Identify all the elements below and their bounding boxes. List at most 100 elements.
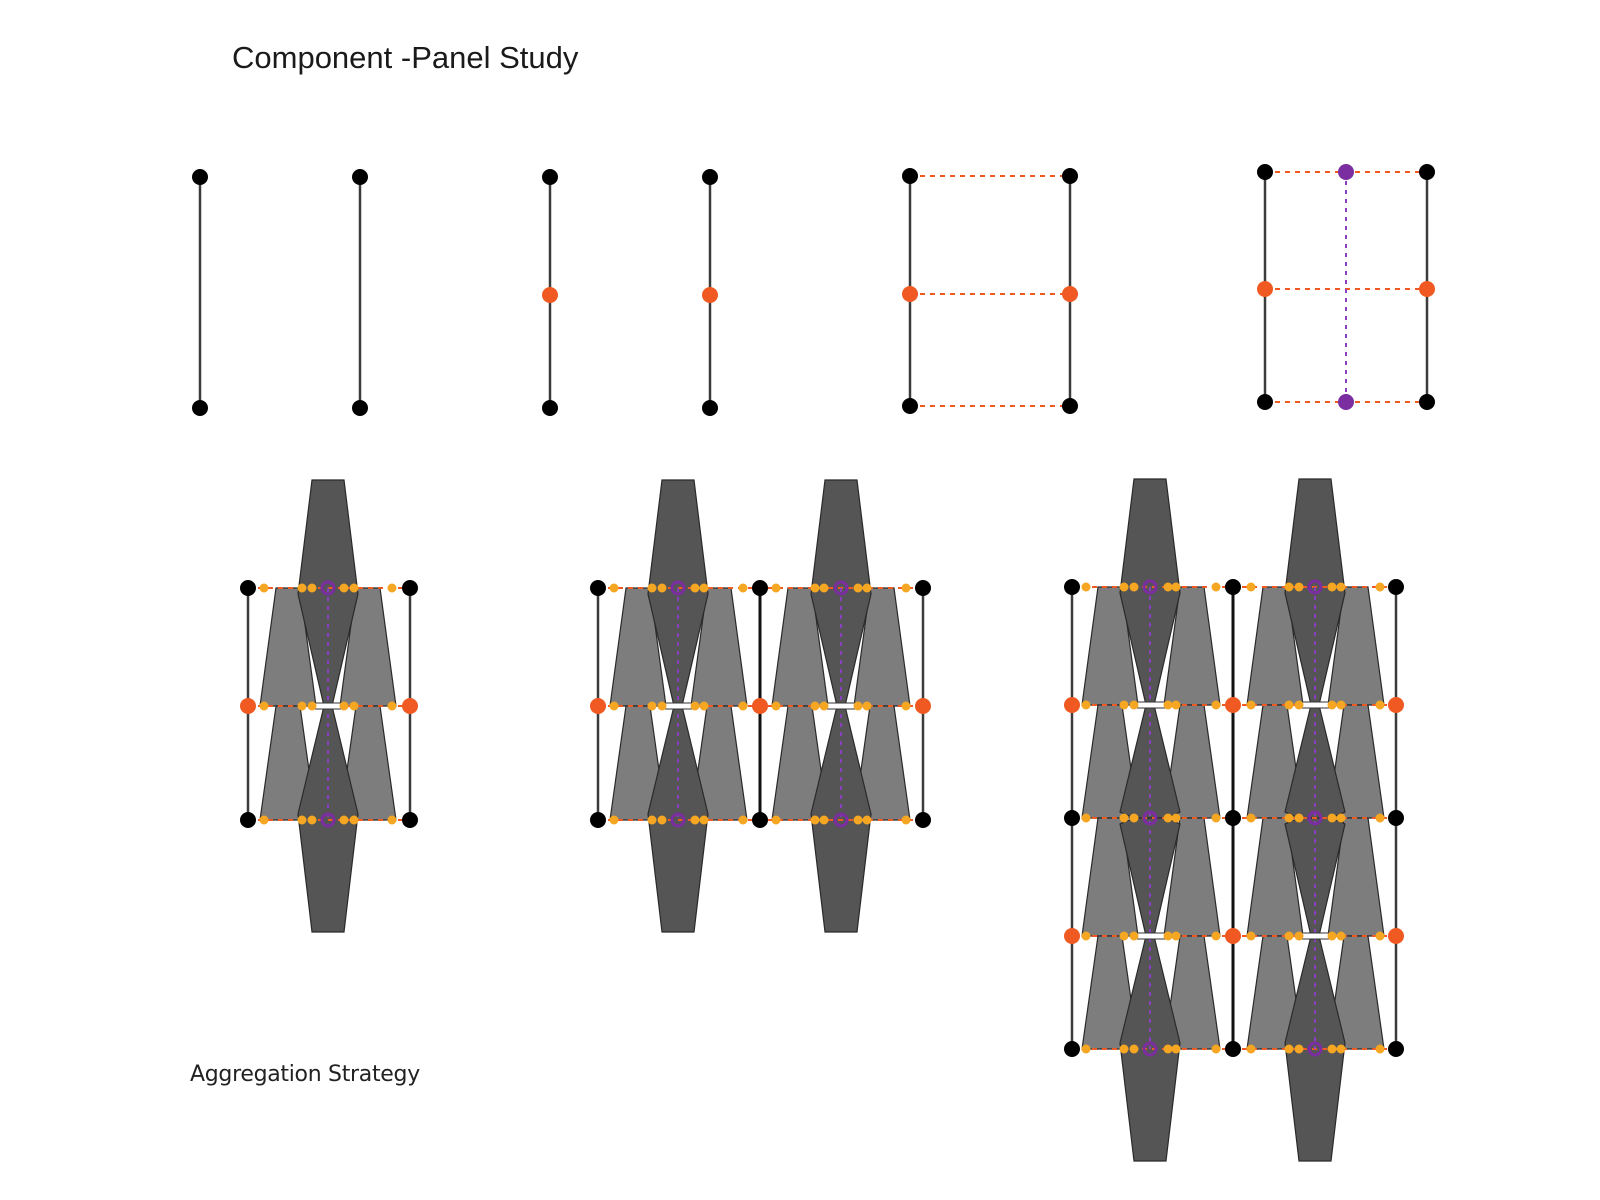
connector-icon bbox=[901, 583, 911, 593]
connector-icon bbox=[1327, 931, 1337, 941]
purple-node-icon bbox=[1338, 394, 1354, 410]
connector-icon bbox=[349, 815, 359, 825]
connector-icon bbox=[1119, 700, 1129, 710]
connector-icon bbox=[1129, 582, 1139, 592]
connector-icon bbox=[1211, 931, 1221, 941]
connector-icon bbox=[1246, 931, 1256, 941]
connector-icon bbox=[1171, 582, 1181, 592]
connector-icon bbox=[1246, 1044, 1256, 1054]
connector-icon bbox=[657, 583, 667, 593]
panel-joint bbox=[1298, 932, 1332, 940]
black-node-icon bbox=[702, 400, 718, 416]
connector-icon bbox=[609, 583, 619, 593]
black-node-icon bbox=[240, 812, 256, 828]
dark-column bbox=[1284, 478, 1346, 1162]
connector-icon bbox=[1246, 813, 1256, 823]
connector-icon bbox=[1327, 813, 1337, 823]
connector-icon bbox=[1336, 582, 1346, 592]
connector-icon bbox=[297, 701, 307, 711]
connector-icon bbox=[259, 583, 269, 593]
connector-icon bbox=[1163, 1044, 1173, 1054]
step-3-frame bbox=[902, 168, 1078, 414]
connector-icon bbox=[647, 583, 657, 593]
connector-icon bbox=[1119, 582, 1129, 592]
connector-icon bbox=[1163, 582, 1173, 592]
orange-node-icon bbox=[902, 286, 918, 302]
connector-icon bbox=[819, 701, 829, 711]
connector-icon bbox=[609, 701, 619, 711]
black-node-icon bbox=[752, 812, 768, 828]
black-node-icon bbox=[542, 169, 558, 185]
orange-node-icon bbox=[1388, 928, 1404, 944]
orange-node-icon bbox=[1257, 281, 1273, 297]
black-node-icon bbox=[1419, 164, 1435, 180]
assembly-2 bbox=[590, 479, 931, 933]
connector-icon bbox=[1129, 931, 1139, 941]
black-node-icon bbox=[1257, 394, 1273, 410]
orange-node-icon bbox=[1064, 928, 1080, 944]
connector-icon bbox=[1119, 813, 1129, 823]
black-node-icon bbox=[902, 168, 918, 184]
connector-icon bbox=[810, 815, 820, 825]
connector-icon bbox=[609, 815, 619, 825]
orange-node-icon bbox=[1062, 286, 1078, 302]
connector-icon bbox=[647, 815, 657, 825]
black-node-icon bbox=[1062, 168, 1078, 184]
connector-icon bbox=[387, 815, 397, 825]
purple-node-icon bbox=[833, 812, 849, 828]
black-node-icon bbox=[402, 580, 418, 596]
purple-node-icon bbox=[1338, 164, 1354, 180]
connector-icon bbox=[810, 701, 820, 711]
black-node-icon bbox=[1419, 394, 1435, 410]
panel-joint bbox=[824, 702, 858, 710]
step-2-struts-midpoints bbox=[542, 169, 718, 416]
connector-icon bbox=[853, 583, 863, 593]
black-node-icon bbox=[1388, 810, 1404, 826]
purple-node-icon bbox=[320, 580, 336, 596]
black-node-icon bbox=[402, 812, 418, 828]
black-node-icon bbox=[1257, 164, 1273, 180]
orange-node-icon bbox=[1419, 281, 1435, 297]
connector-icon bbox=[1211, 1044, 1221, 1054]
panel-joint bbox=[661, 702, 695, 710]
connector-icon bbox=[349, 583, 359, 593]
black-node-icon bbox=[352, 169, 368, 185]
connector-icon bbox=[1294, 1044, 1304, 1054]
black-node-icon bbox=[590, 580, 606, 596]
connector-icon bbox=[1081, 582, 1091, 592]
connector-icon bbox=[1284, 813, 1294, 823]
connector-icon bbox=[297, 583, 307, 593]
connector-icon bbox=[853, 701, 863, 711]
black-node-icon bbox=[1064, 1041, 1080, 1057]
connector-icon bbox=[1129, 1044, 1139, 1054]
connector-icon bbox=[1211, 813, 1221, 823]
connector-icon bbox=[1081, 1044, 1091, 1054]
connector-icon bbox=[1284, 700, 1294, 710]
purple-node-icon bbox=[1307, 579, 1323, 595]
connector-icon bbox=[853, 815, 863, 825]
black-node-icon bbox=[542, 400, 558, 416]
connector-icon bbox=[387, 583, 397, 593]
connector-icon bbox=[297, 815, 307, 825]
connector-icon bbox=[1171, 931, 1181, 941]
black-node-icon bbox=[240, 580, 256, 596]
connector-icon bbox=[862, 701, 872, 711]
purple-node-icon bbox=[320, 812, 336, 828]
connector-icon bbox=[339, 583, 349, 593]
orange-node-icon bbox=[1388, 697, 1404, 713]
connector-icon bbox=[1081, 813, 1091, 823]
connector-icon bbox=[1294, 582, 1304, 592]
black-node-icon bbox=[902, 398, 918, 414]
black-node-icon bbox=[1388, 1041, 1404, 1057]
orange-node-icon bbox=[1064, 697, 1080, 713]
orange-node-icon bbox=[1225, 697, 1241, 713]
black-node-icon bbox=[1064, 579, 1080, 595]
connector-icon bbox=[1246, 700, 1256, 710]
connector-icon bbox=[1211, 582, 1221, 592]
connector-icon bbox=[1163, 813, 1173, 823]
connector-icon bbox=[738, 583, 748, 593]
connector-icon bbox=[1284, 1044, 1294, 1054]
connector-icon bbox=[1375, 1044, 1385, 1054]
black-node-icon bbox=[192, 169, 208, 185]
panel-joint bbox=[311, 702, 345, 710]
